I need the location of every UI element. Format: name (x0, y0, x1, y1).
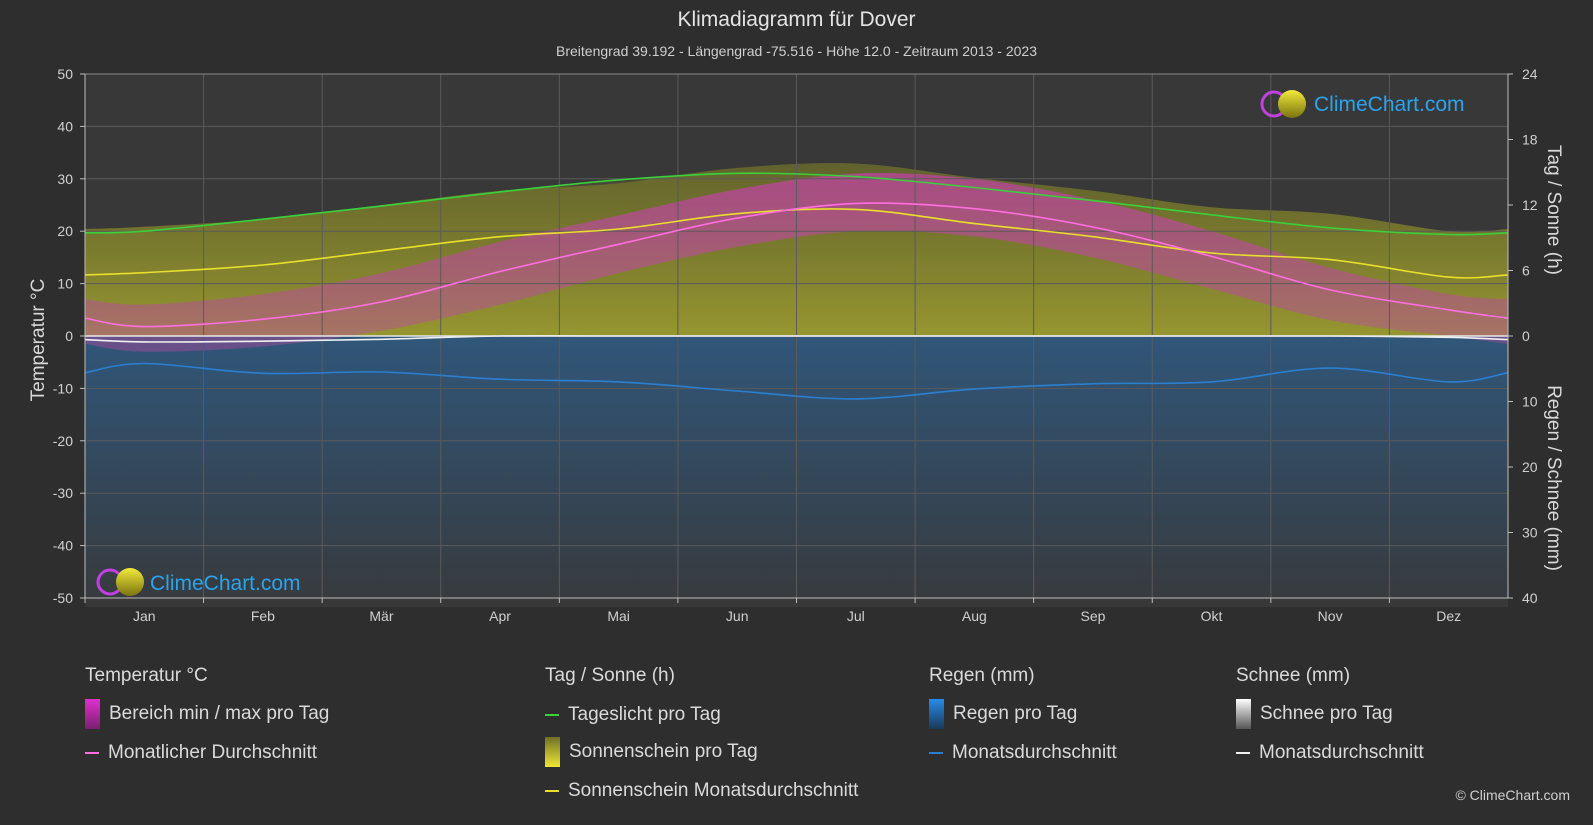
legend-sunshine-label: Sonnenschein pro Tag (569, 741, 758, 762)
y-left-tick-label: -20 (53, 433, 73, 449)
legend-sunshine: Sonnenschein pro Tag (545, 737, 758, 767)
climate-chart: 50 40 30 20 10 0 -10 -20 -30 -40 -50 24 18 12 6 0 10 20 30… (28, 66, 1564, 624)
x-tick-label: Okt (1201, 608, 1223, 624)
x-tick-label: Jul (847, 608, 865, 624)
y-left-tick-label: 0 (65, 328, 73, 344)
x-tick-label: Jan (133, 608, 156, 624)
y-left-tick-label: -40 (53, 538, 73, 554)
legend-temp-header: Temperatur °C (85, 665, 208, 686)
y-left-tick-label: -50 (53, 590, 73, 606)
legend-temp-range: Bereich min / max pro Tag (85, 699, 329, 729)
snow-swatch (1236, 699, 1251, 729)
legend-sunshine-avg: Sonnenschein Monatsdurchschnitt (545, 780, 858, 802)
legend-daylight-label: Tageslicht pro Tag (568, 704, 721, 725)
legend-sunshine-avg-label: Sonnenschein Monatsdurchschnitt (568, 780, 859, 801)
legend-rain-per-day-label: Regen pro Tag (953, 703, 1078, 724)
y-right-bottom-tick-label: 40 (1522, 590, 1538, 606)
brand-text-bottom: ClimeChart.com (150, 572, 301, 595)
x-tick-label: Nov (1318, 608, 1343, 624)
legend-rain-per-day: Regen pro Tag (929, 699, 1077, 729)
x-tick-label: Jun (726, 608, 749, 624)
y-left-tick-label: 10 (57, 276, 73, 292)
y-axis-left-label: Temperatur °C (28, 279, 49, 402)
y-right-bottom-tick-label: 10 (1522, 394, 1538, 410)
legend-snow-per-day-label: Schnee pro Tag (1260, 703, 1393, 724)
y-left-tick-label: 20 (57, 223, 73, 239)
y-axis-right-top-label: Tag / Sonne (h) (1543, 145, 1564, 275)
daylight-swatch (545, 714, 559, 716)
y-left-tick-label: 40 (57, 118, 73, 134)
snow-avg-swatch (1236, 752, 1250, 754)
logo-sun-icon (1278, 90, 1306, 118)
legend-rain-avg: Monatsdurchschnitt (929, 742, 1117, 764)
temperature-avg-line (84, 202, 1509, 328)
brand-logo-bottom: ClimeChart.com (96, 568, 301, 596)
y-right-top-tick-label: 6 (1522, 263, 1530, 279)
y-left-tick-label: 50 (57, 66, 73, 82)
copyright: © ClimeChart.com (1455, 787, 1570, 803)
legend-snow-header: Schnee (mm) (1236, 665, 1351, 686)
legend-sun-header: Tag / Sonne (h) (545, 665, 675, 686)
legend-snow-per-day: Schnee pro Tag (1236, 699, 1393, 729)
y-right-top-tick-label: 24 (1522, 66, 1538, 82)
x-tick-label: Mai (607, 608, 630, 624)
x-tick-label: Apr (489, 608, 511, 624)
y-left-tick-label: -30 (53, 485, 73, 501)
legend-rain-avg-label: Monatsdurchschnitt (952, 742, 1117, 763)
y-right-bottom-tick-label: 20 (1522, 459, 1538, 475)
legend-temp-avg: Monatlicher Durchschnitt (85, 742, 317, 764)
sunshine-avg-swatch (545, 790, 559, 792)
y-left-tick-label: -10 (53, 380, 73, 396)
legend-temp-avg-label: Monatlicher Durchschnitt (108, 742, 318, 763)
logo-sun-icon (116, 568, 144, 596)
x-tick-label: Aug (962, 608, 987, 624)
rain-avg-swatch (929, 752, 943, 754)
y-right-top-tick-label: 18 (1522, 132, 1538, 148)
chart-title: Klimadiagramm für Dover (677, 8, 916, 31)
brand-text-top: ClimeChart.com (1314, 93, 1465, 116)
temp-avg-swatch (85, 752, 99, 754)
y-right-top-tick-label: 0 (1522, 328, 1530, 344)
legend-temp-range-label: Bereich min / max pro Tag (109, 703, 330, 724)
chart-subtitle: Breitengrad 39.192 - Längengrad -75.516 … (556, 43, 1037, 59)
legend-rain-header: Regen (mm) (929, 665, 1035, 686)
legend-daylight: Tageslicht pro Tag (545, 704, 721, 726)
y-right-bottom-tick-label: 30 (1522, 525, 1538, 541)
sunshine-swatch (545, 737, 560, 767)
y-left-tick-label: 30 (57, 171, 73, 187)
daylight-line (84, 172, 1509, 236)
series-lines (84, 172, 1509, 400)
x-tick-label: Sep (1080, 608, 1105, 624)
y-right-top-tick-label: 12 (1522, 197, 1538, 213)
legend-snow-avg-label: Monatsdurchschnitt (1259, 742, 1424, 763)
legend-snow-avg: Monatsdurchschnitt (1236, 742, 1424, 764)
brand-logo-top: ClimeChart.com (1260, 90, 1465, 118)
temp-range-swatch (85, 699, 100, 729)
rain-swatch (929, 699, 944, 729)
x-tick-label: Mär (369, 608, 393, 624)
x-tick-label: Dez (1436, 608, 1461, 624)
axes: 50 40 30 20 10 0 -10 -20 -30 -40 -50 24 18 12 6 0 10 20 30… (53, 66, 1538, 624)
rain-avg-line (84, 362, 1509, 400)
x-tick-label: Feb (251, 608, 275, 624)
y-axis-right-bottom-label: Regen / Schnee (mm) (1543, 385, 1564, 571)
